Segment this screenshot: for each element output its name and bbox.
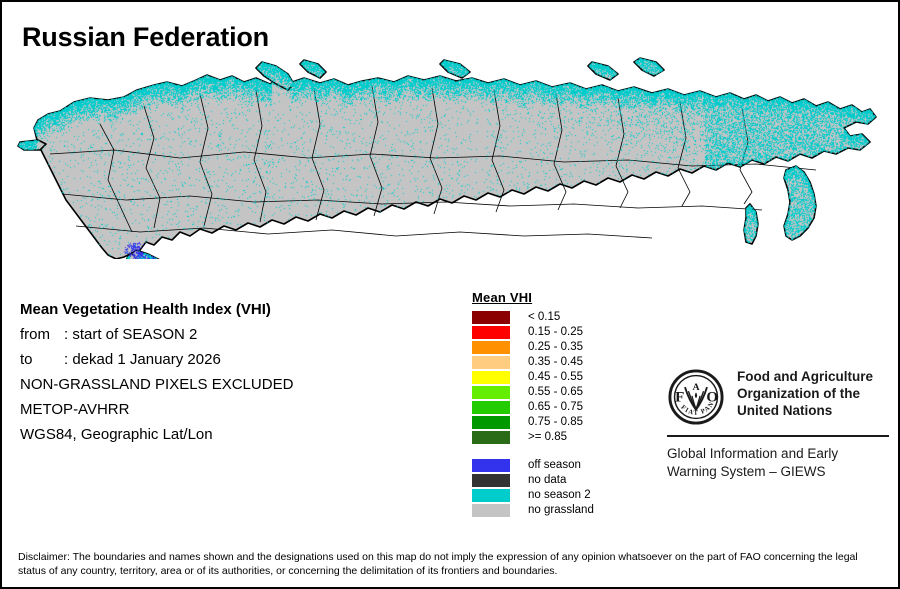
legend-label: 0.35 - 0.45: [528, 356, 583, 368]
map-region-island-3: [587, 61, 619, 81]
legend-special-list: off season no data no season 2 no grassland: [472, 458, 632, 517]
metadata-to-value: : dekad 1 January 2026: [64, 351, 221, 368]
fao-divider: [667, 435, 889, 437]
legend-label: < 0.15: [528, 311, 561, 323]
legend-color-swatch: [472, 400, 510, 414]
legend-title: Mean VHI: [472, 290, 533, 305]
legend-row: no data: [472, 473, 632, 487]
map-legend: Mean VHI < 0.15 0.15 - 0.25 0.25 - 0.35 0.3…: [472, 290, 632, 518]
legend-row: off season: [472, 458, 632, 472]
map-region-island-1: [299, 59, 327, 79]
legend-color-swatch: [472, 325, 510, 339]
legend-label: 0.65 - 0.75: [528, 401, 583, 413]
legend-row: no season 2: [472, 488, 632, 502]
legend-label: 0.55 - 0.65: [528, 386, 583, 398]
legend-color-swatch: [472, 385, 510, 399]
legend-color-swatch: [472, 503, 510, 517]
map-figure[interactable]: [4, 54, 898, 259]
metadata-to-key: to: [20, 351, 33, 368]
legend-color-swatch: [472, 370, 510, 384]
legend-label: no data: [528, 474, 567, 486]
legend-label: off season: [528, 459, 581, 471]
legend-color-swatch: [472, 430, 510, 444]
map-region-island-4: [633, 57, 665, 77]
legend-label: no season 2: [528, 489, 591, 501]
fao-subtitle: Global Information and Early Warning Syst…: [667, 446, 839, 479]
metadata-projection: WGS84, Geographic Lat/Lon: [20, 426, 213, 443]
map-region-island-2: [439, 59, 471, 79]
fao-branding: F O A FIAT PANIS Food and AgricultureOrg…: [667, 368, 889, 481]
legend-row: 0.15 - 0.25: [472, 325, 632, 339]
legend-row: < 0.15: [472, 310, 632, 324]
legend-color-swatch: [472, 355, 510, 369]
legend-row: no grassland: [472, 503, 632, 517]
page-title: Russian Federation: [22, 22, 269, 52]
legend-color-swatch: [472, 488, 510, 502]
map-region-sakhalin: [743, 203, 759, 245]
legend-label: 0.25 - 0.35: [528, 341, 583, 353]
legend-color-swatch: [472, 473, 510, 487]
metadata-heading: Mean Vegetation Health Index (VHI): [20, 301, 271, 318]
fao-logo-icon: F O A FIAT PANIS: [667, 368, 724, 425]
legend-color-swatch: [472, 310, 510, 324]
map-region-kamchatka: [783, 165, 817, 241]
metadata-exclusion: NON-GRASSLAND PIXELS EXCLUDED: [20, 376, 294, 393]
legend-row: 0.45 - 0.55: [472, 370, 632, 384]
disclaimer-text: Disclaimer: The boundaries and names sho…: [18, 551, 858, 577]
fao-logo-row: F O A FIAT PANIS Food and AgricultureOrg…: [667, 368, 889, 426]
legend-label: >= 0.85: [528, 431, 568, 443]
legend-label: 0.15 - 0.25: [528, 326, 583, 338]
svg-text:A: A: [692, 382, 700, 393]
map-metadata: Mean Vegetation Health Index (VHI) from:…: [20, 297, 440, 447]
legend-label: 0.45 - 0.55: [528, 371, 583, 383]
legend-row: 0.55 - 0.65: [472, 385, 632, 399]
legend-color-swatch: [472, 458, 510, 472]
map-base-layer: [17, 57, 877, 259]
legend-color-swatch: [472, 340, 510, 354]
svg-text:O: O: [706, 390, 718, 406]
legend-row: 0.35 - 0.45: [472, 355, 632, 369]
legend-row: >= 0.85: [472, 430, 632, 444]
legend-color-swatch: [472, 415, 510, 429]
legend-row: 0.75 - 0.85: [472, 415, 632, 429]
legend-label: no grassland: [528, 504, 594, 516]
fao-organization-name: Food and Agriculture Organization of the U…: [737, 369, 873, 418]
svg-text:F: F: [675, 390, 684, 406]
metadata-sensor: METOP-AVHRR: [20, 401, 130, 418]
metadata-from: from : start of SEASON 2: [20, 322, 440, 347]
legend-class-list: < 0.15 0.15 - 0.25 0.25 - 0.35 0.35 - 0.45 0…: [472, 310, 632, 444]
legend-row: 0.25 - 0.35: [472, 340, 632, 354]
metadata-from-key: from: [20, 326, 50, 343]
legend-spacer: [472, 445, 632, 458]
metadata-to: to : dekad 1 January 2026: [20, 347, 440, 372]
legend-label: 0.75 - 0.85: [528, 416, 583, 428]
map-region-kaliningrad: [17, 139, 47, 151]
metadata-from-value: : start of SEASON 2: [64, 326, 198, 343]
legend-row: 0.65 - 0.75: [472, 400, 632, 414]
